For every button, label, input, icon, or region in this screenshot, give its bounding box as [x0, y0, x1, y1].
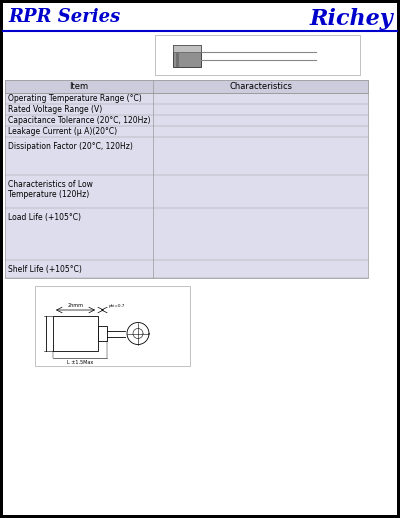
Text: Item: Item — [70, 82, 88, 91]
Bar — [5, 80, 368, 278]
Text: phi=0.7: phi=0.7 — [109, 304, 125, 308]
Text: Capacitance Tolerance (20°C, 120Hz): Capacitance Tolerance (20°C, 120Hz) — [8, 116, 150, 125]
Bar — [173, 45, 201, 52]
Text: Rated Voltage Range (V): Rated Voltage Range (V) — [8, 105, 102, 114]
Text: Characteristics: Characteristics — [229, 82, 292, 91]
Text: RPR Series: RPR Series — [8, 8, 120, 26]
Text: Dissipation Factor (20°C, 120Hz): Dissipation Factor (20°C, 120Hz) — [8, 142, 133, 151]
Text: Characteristics of Low
Temperature (120Hz): Characteristics of Low Temperature (120H… — [8, 180, 93, 199]
Bar — [98, 326, 107, 341]
Bar — [53, 316, 98, 351]
Text: Operating Temperature Range (°C): Operating Temperature Range (°C) — [8, 94, 142, 103]
Text: L ±1.5Max: L ±1.5Max — [67, 360, 93, 365]
Bar — [35, 286, 190, 366]
Bar — [173, 45, 201, 67]
Bar — [155, 35, 360, 75]
Text: Richey: Richey — [309, 8, 393, 30]
Bar — [176, 52, 179, 67]
Text: 2hmm: 2hmm — [68, 303, 84, 308]
Text: Shelf Life (+105°C): Shelf Life (+105°C) — [8, 265, 82, 274]
Text: Leakage Current (μ A)(20°C): Leakage Current (μ A)(20°C) — [8, 127, 117, 136]
Text: Load Life (+105°C): Load Life (+105°C) — [8, 213, 81, 222]
Bar — [5, 80, 368, 93]
